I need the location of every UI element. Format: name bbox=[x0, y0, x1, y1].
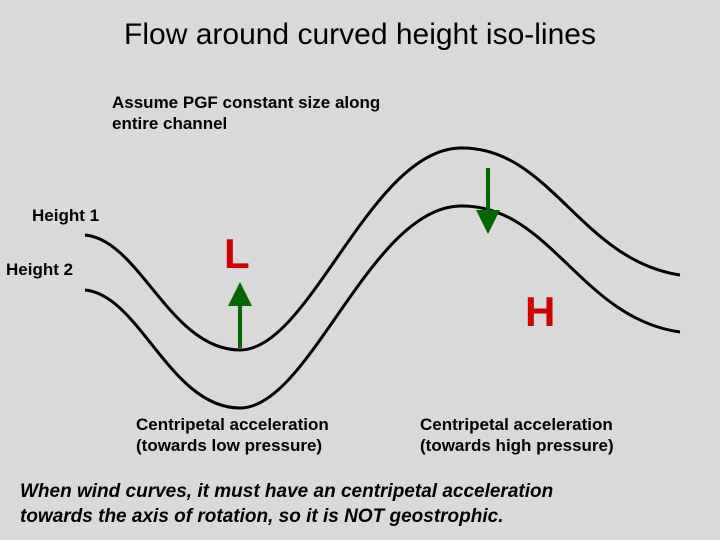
slide: Flow around curved height iso-lines Assu… bbox=[0, 0, 720, 540]
bottom-line2: towards the axis of rotation, so it is N… bbox=[20, 505, 700, 530]
bottom-summary: When wind curves, it must have an centri… bbox=[20, 480, 700, 529]
caption-left-line2: (towards low pressure) bbox=[136, 435, 329, 456]
caption-right: Centripetal acceleration (towards high p… bbox=[420, 414, 614, 457]
caption-left-line1: Centripetal acceleration bbox=[136, 414, 329, 435]
caption-right-line2: (towards high pressure) bbox=[420, 435, 614, 456]
arrows-layer bbox=[0, 0, 720, 540]
bottom-line1: When wind curves, it must have an centri… bbox=[20, 480, 700, 505]
caption-right-line1: Centripetal acceleration bbox=[420, 414, 614, 435]
caption-left: Centripetal acceleration (towards low pr… bbox=[136, 414, 329, 457]
